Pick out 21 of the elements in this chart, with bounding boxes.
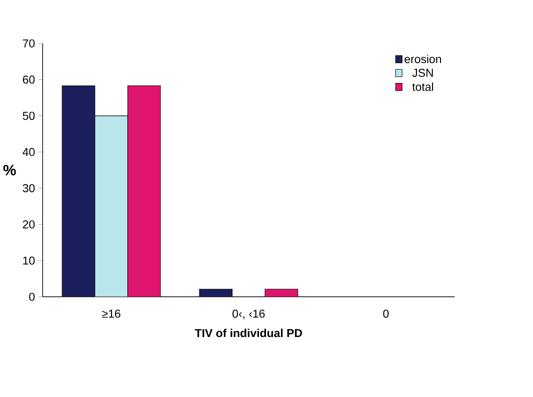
x-tick-label: 0‹, ‹16: [232, 310, 265, 320]
y-axis-title: %: [3, 164, 16, 176]
y-tick-label: 0: [29, 292, 35, 301]
bar: [62, 86, 96, 297]
x-tick-label: 0: [383, 310, 389, 318]
y-tick-label: 40: [22, 148, 35, 156]
legend-label: total: [412, 82, 434, 92]
y-tick-label: 10: [23, 256, 35, 265]
x-tick-label: ≥16: [102, 310, 120, 318]
y-tick-label: 60: [22, 76, 35, 84]
bar: [127, 86, 161, 297]
bar: [199, 289, 232, 297]
legend-label: erosion: [404, 54, 442, 64]
y-tick-label: 70: [22, 39, 35, 48]
bar: [265, 289, 298, 297]
y-tick-label: 20: [22, 220, 35, 229]
y-tick-label: 30: [22, 184, 35, 192]
x-axis-title: TIV of individual PD: [194, 328, 302, 338]
y-tick-label: 50: [22, 112, 35, 120]
legend-label: JSN: [412, 68, 433, 77]
bar: [94, 116, 128, 297]
